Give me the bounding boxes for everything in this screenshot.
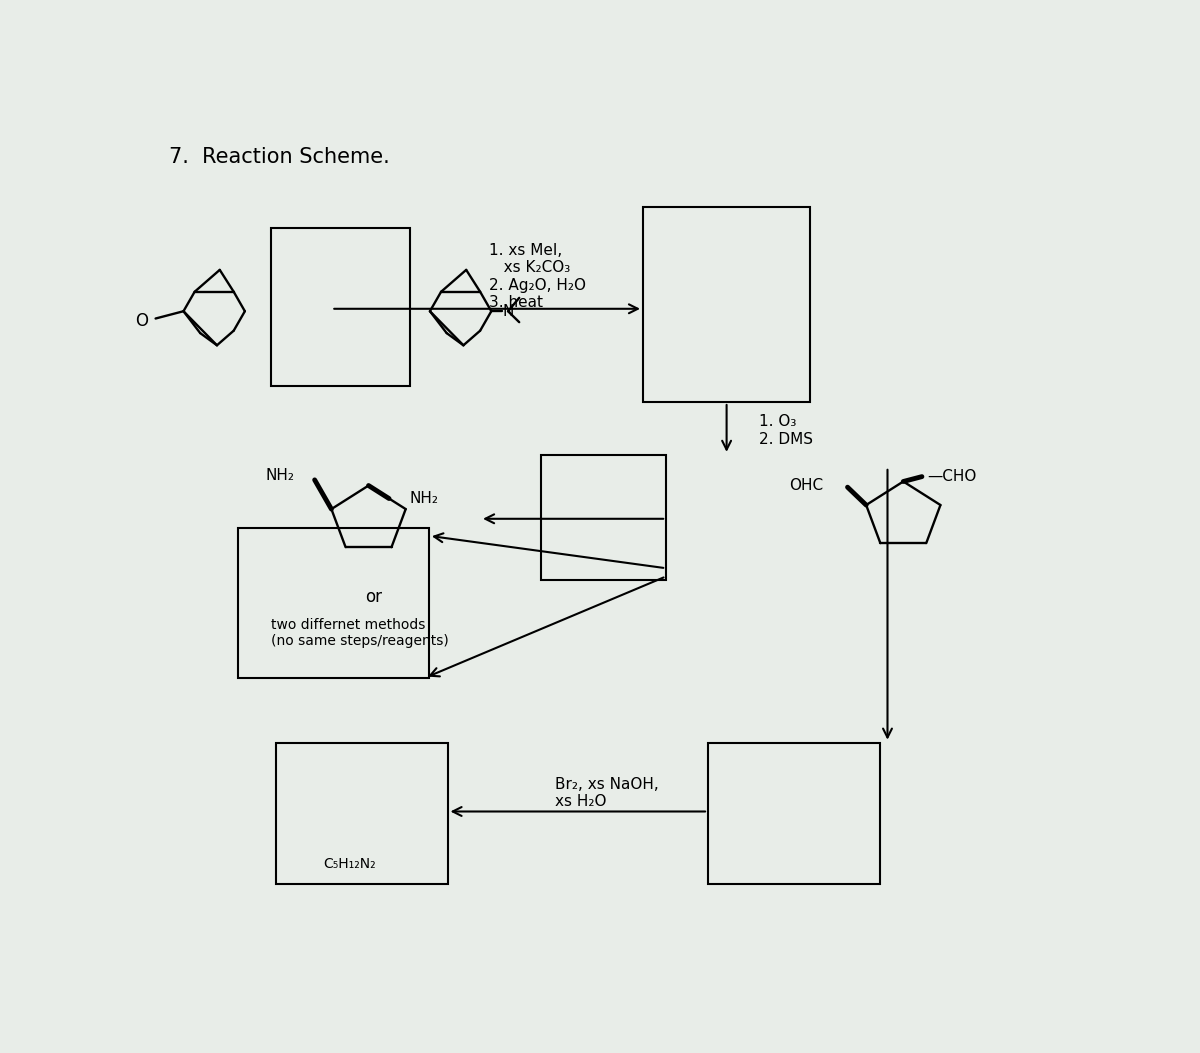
Text: NH₂: NH₂ — [265, 468, 294, 482]
Text: O: O — [136, 312, 148, 330]
Text: Br₂, xs NaOH,
xs H₂O: Br₂, xs NaOH, xs H₂O — [554, 777, 659, 809]
Text: two differnet methods
(no same steps/reagents): two differnet methods (no same steps/rea… — [271, 618, 449, 649]
Text: N: N — [503, 303, 514, 319]
Bar — [276, 742, 448, 885]
Text: 1. O₃
2. DMS: 1. O₃ 2. DMS — [760, 414, 814, 446]
Bar — [239, 528, 430, 678]
Text: 7.  Reaction Scheme.: 7. Reaction Scheme. — [168, 146, 389, 166]
Text: OHC: OHC — [790, 478, 823, 493]
Bar — [540, 455, 666, 580]
Text: C₅H₁₂N₂: C₅H₁₂N₂ — [324, 857, 377, 871]
Text: or: or — [365, 588, 382, 605]
Text: NH₂: NH₂ — [409, 491, 438, 506]
Bar — [643, 207, 810, 402]
Text: 1. xs MeI,
   xs K₂CO₃
2. Ag₂O, H₂O
3. heat: 1. xs MeI, xs K₂CO₃ 2. Ag₂O, H₂O 3. heat — [490, 243, 587, 310]
Bar — [271, 227, 410, 385]
Bar — [708, 742, 880, 885]
Text: —CHO: —CHO — [928, 470, 977, 484]
